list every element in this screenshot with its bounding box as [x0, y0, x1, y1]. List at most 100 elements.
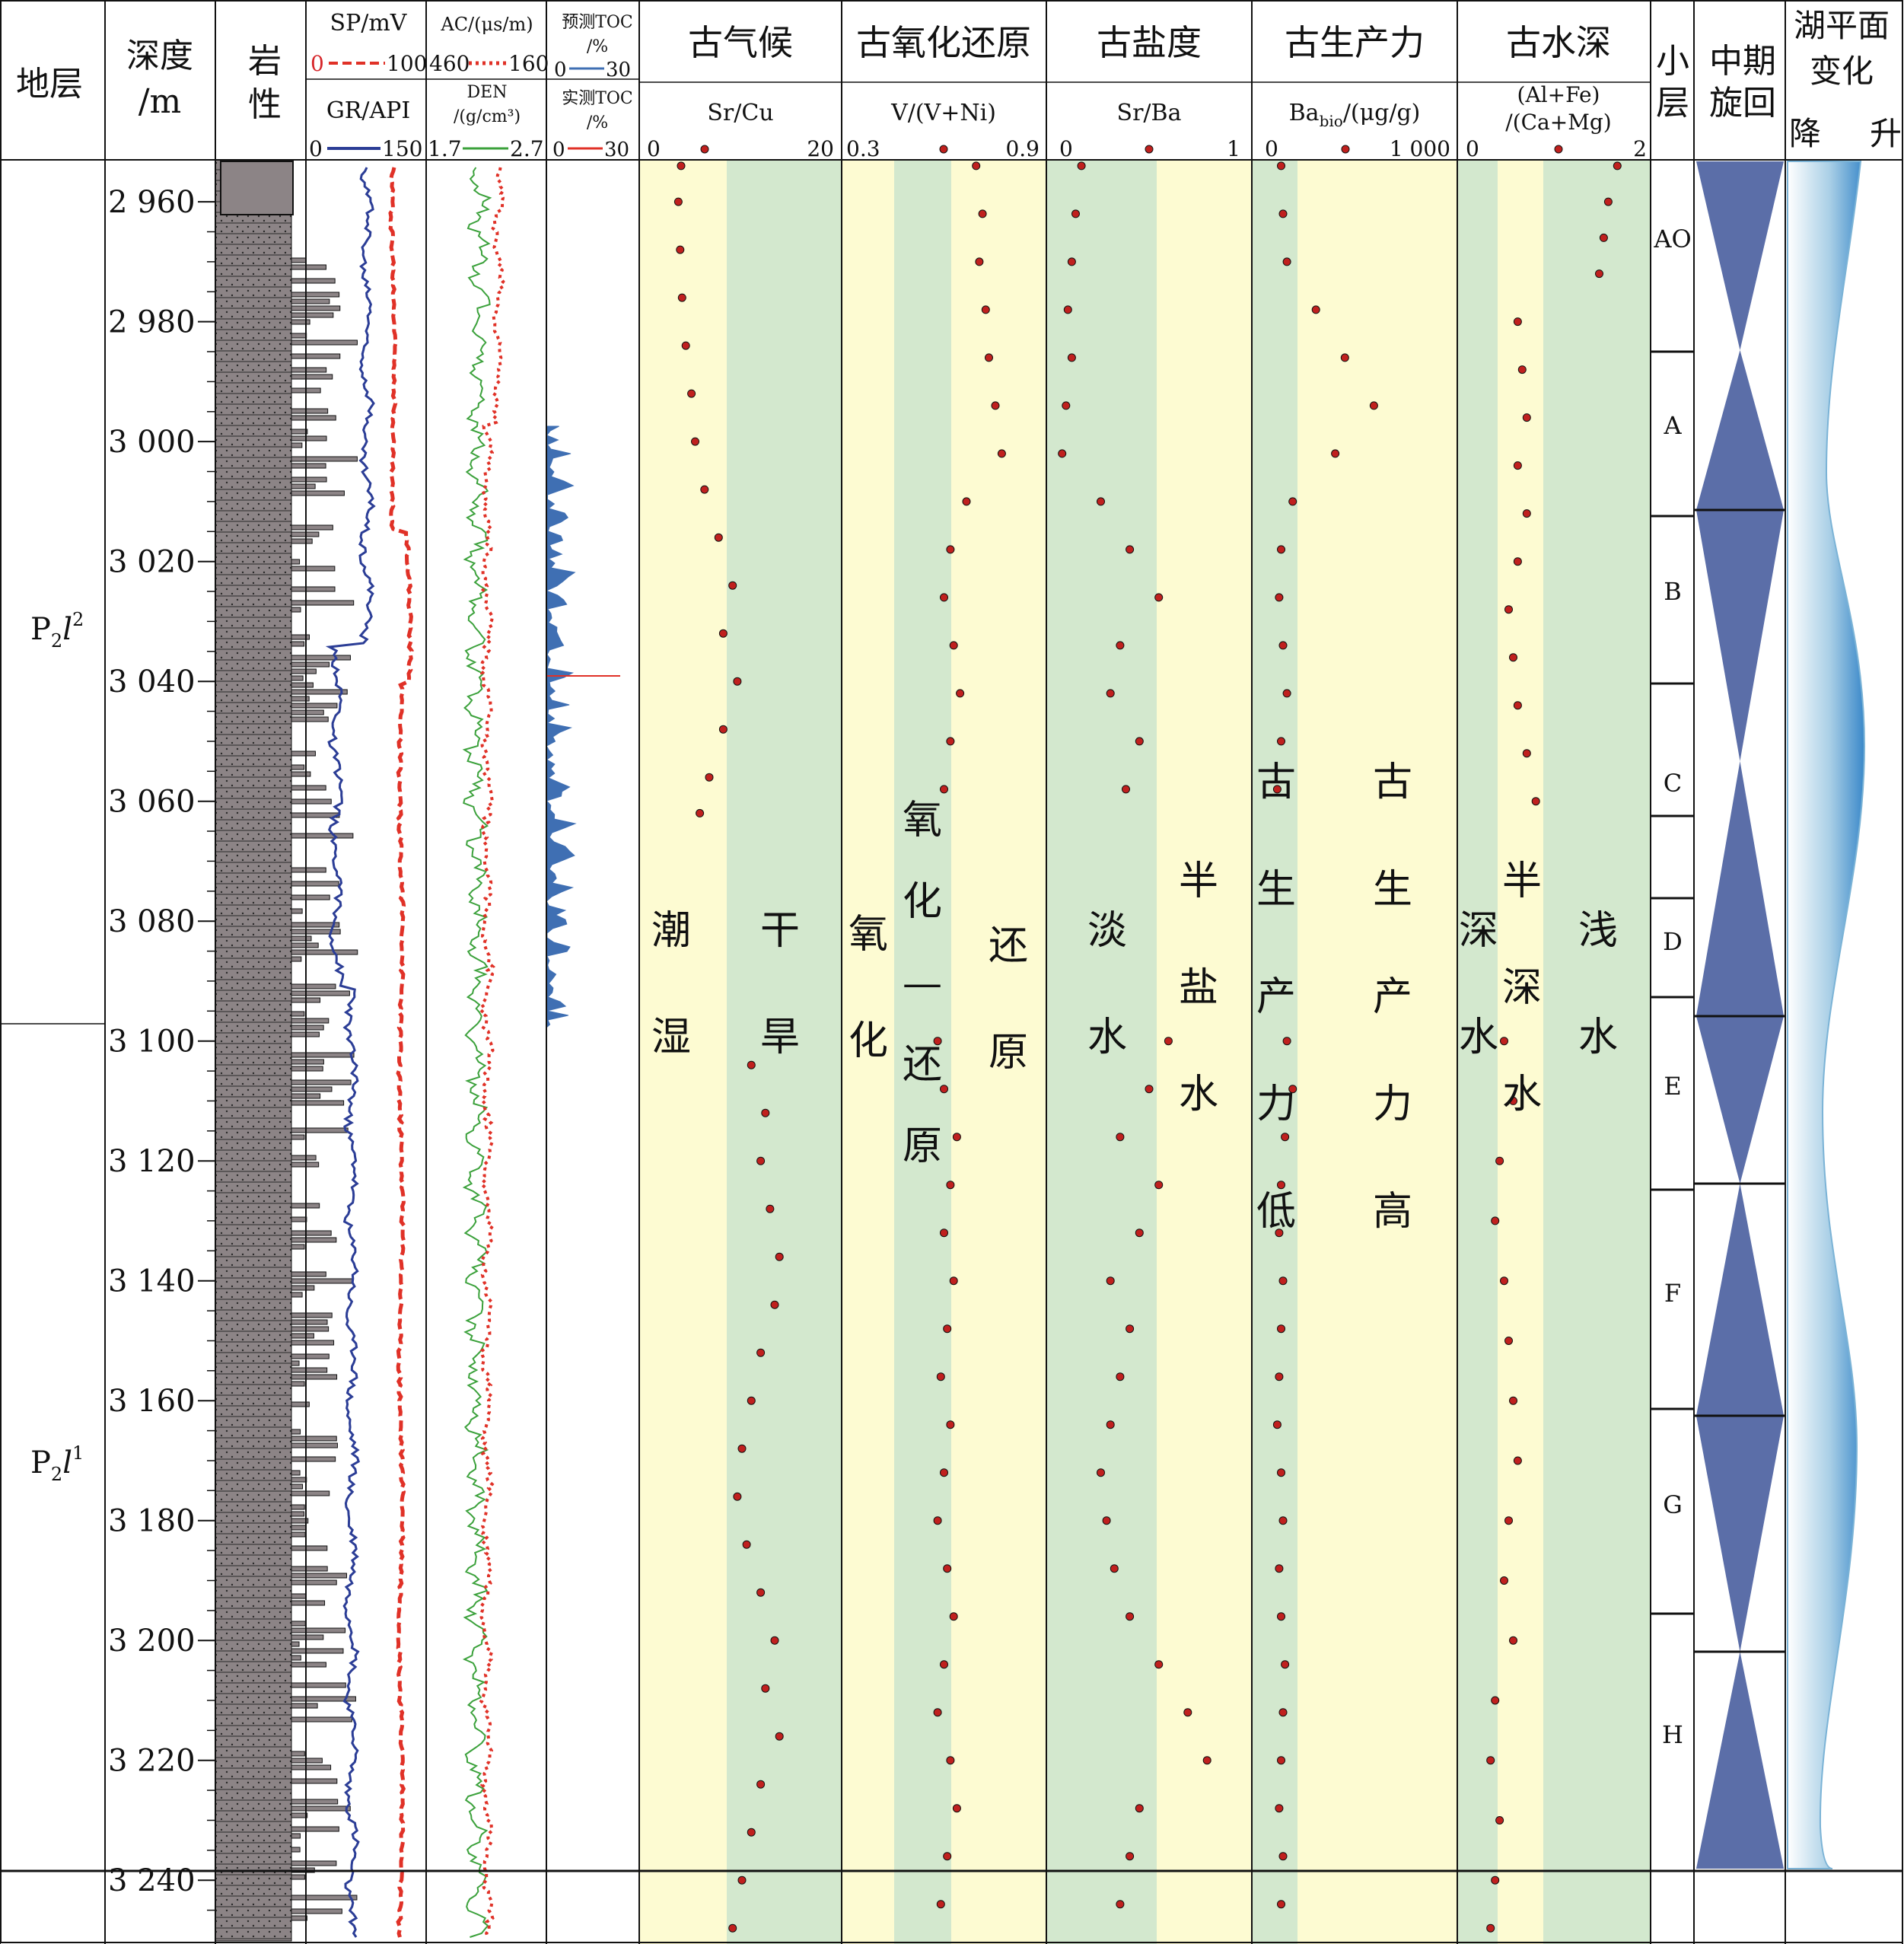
water-deep-zone [1457, 160, 1498, 1944]
geochemical-scatter-points [673, 161, 1622, 1933]
ba-bio-point [1277, 545, 1285, 554]
lithology-bed [291, 689, 348, 695]
alfe-camg-point [1500, 1037, 1508, 1046]
productivity-high-zone [1297, 160, 1457, 1944]
lithology-bed [291, 1456, 336, 1462]
lithology-bed [291, 1655, 301, 1661]
lithology-bed [291, 990, 350, 996]
lithology-bed [291, 319, 310, 325]
sr-ba-point [1126, 1324, 1135, 1334]
sr-ba-point [1106, 689, 1115, 698]
lithology-bed [291, 1662, 326, 1668]
lithology-bed [291, 1490, 330, 1496]
lithology-bed [291, 942, 319, 948]
stratum-upper-main: P [30, 612, 51, 647]
sr-ba-point [1183, 1708, 1192, 1717]
alfe-camg-point [1522, 509, 1531, 518]
alfe-camg-point [1513, 317, 1522, 327]
lithology-bed [291, 1627, 346, 1633]
lithology-bed [291, 1230, 332, 1236]
ba-bio-point [1282, 257, 1291, 266]
v-vni-point [978, 209, 987, 218]
water-semideep-label: 水 [1502, 1072, 1542, 1117]
v-vni-point [972, 161, 981, 170]
lithology-bed [291, 1079, 352, 1085]
lithology-bed [291, 1641, 300, 1647]
v-vni-point [940, 1468, 948, 1477]
stratum-label-lower: P2l1 [30, 1442, 84, 1485]
alfe-camg-point [1500, 1576, 1508, 1585]
v-vni-point [952, 1133, 961, 1142]
lithology-bed [291, 312, 334, 318]
sr-cu-point [737, 1875, 747, 1885]
lithology-bed [291, 353, 341, 359]
lithology-bed [291, 305, 341, 311]
redox-suboxic-label: 原 [903, 1123, 942, 1169]
v-vni-point [975, 257, 984, 266]
climate-param: Sr/Cu [707, 100, 773, 126]
lithology-bed [291, 1525, 307, 1531]
lithology-bed [291, 1847, 301, 1853]
depth-tick-label: 3 160 [108, 1384, 196, 1419]
lithology-bed [291, 298, 330, 304]
sr-ba-point [1135, 1229, 1144, 1238]
lithology-bed [291, 1860, 337, 1866]
v-vni-point [943, 1852, 952, 1861]
lithology-bed [291, 1812, 308, 1818]
lithology-bed [291, 1477, 307, 1483]
lithology-bed [291, 1100, 345, 1106]
redox-suboxic-label: 化 [903, 879, 942, 925]
depth-tick-label: 3 140 [108, 1264, 196, 1299]
lithology-bed [291, 456, 358, 462]
lithology-bed [291, 785, 326, 791]
sr-ba-point [1202, 1756, 1211, 1765]
alfe-camg-point [1595, 269, 1603, 279]
lake-level-curve [1787, 161, 1866, 1869]
v-vni-point [946, 545, 955, 554]
productivity-high-label: 产 [1373, 974, 1412, 1020]
lithology-bed [291, 1573, 348, 1579]
ba-bio-point [1282, 689, 1291, 698]
v-vni-point [943, 1324, 952, 1334]
v-vni-point [946, 737, 955, 746]
sublayer-label: H [1662, 1720, 1683, 1749]
sr-ba-point [1154, 1660, 1164, 1669]
alfe-camg-point [1522, 749, 1531, 758]
sr-cu-point [733, 1492, 742, 1501]
lithology-bed [291, 709, 324, 715]
ba-bio-point [1277, 1324, 1285, 1334]
sr-ba-point [1126, 1612, 1135, 1621]
ba-bio-point [1277, 1181, 1285, 1190]
alfe-camg-point [1486, 1923, 1495, 1933]
sublayer-label: C [1664, 769, 1682, 798]
sr-cu-point [677, 293, 686, 302]
sr-cu-point [742, 1540, 751, 1549]
water-semideep-label: 深 [1502, 965, 1542, 1011]
productivity-param-unit: /(μg/g) [1343, 100, 1421, 126]
v-vni-point [946, 1181, 955, 1190]
v-vni-point [940, 1660, 948, 1669]
depth-tick-label: 2 960 [108, 185, 196, 220]
lithology-bed [291, 1483, 304, 1490]
lithology-bed [291, 1716, 352, 1723]
depth-tick-label: 3 060 [108, 785, 196, 820]
sr-cu-point [714, 533, 723, 542]
lithology-bed [291, 600, 355, 606]
productivity-high-label: 力 [1373, 1082, 1412, 1127]
ba-bio-point [1272, 1420, 1282, 1429]
lithology-bed [291, 415, 336, 421]
toc-pred-fill [545, 425, 577, 1029]
alfe-camg-point [1504, 1337, 1513, 1345]
sublayer-labels: AO A B C D E F G H [1653, 225, 1691, 1749]
lithology-bed [291, 1025, 324, 1031]
cycle-fall-triangle [1696, 1016, 1784, 1184]
ba-bio-point [1288, 1085, 1297, 1094]
redox-suboxic-label: 氧 [903, 798, 942, 843]
lithology-bed [291, 1134, 305, 1140]
cycle-rise-triangle [1696, 761, 1784, 1016]
lithology-bed [291, 1908, 342, 1914]
sr-cu-point [747, 1828, 756, 1837]
lithology-bed [291, 559, 301, 565]
alfe-camg-point [1513, 701, 1522, 710]
toc-meas-title-1: 实测TOC [562, 89, 633, 108]
